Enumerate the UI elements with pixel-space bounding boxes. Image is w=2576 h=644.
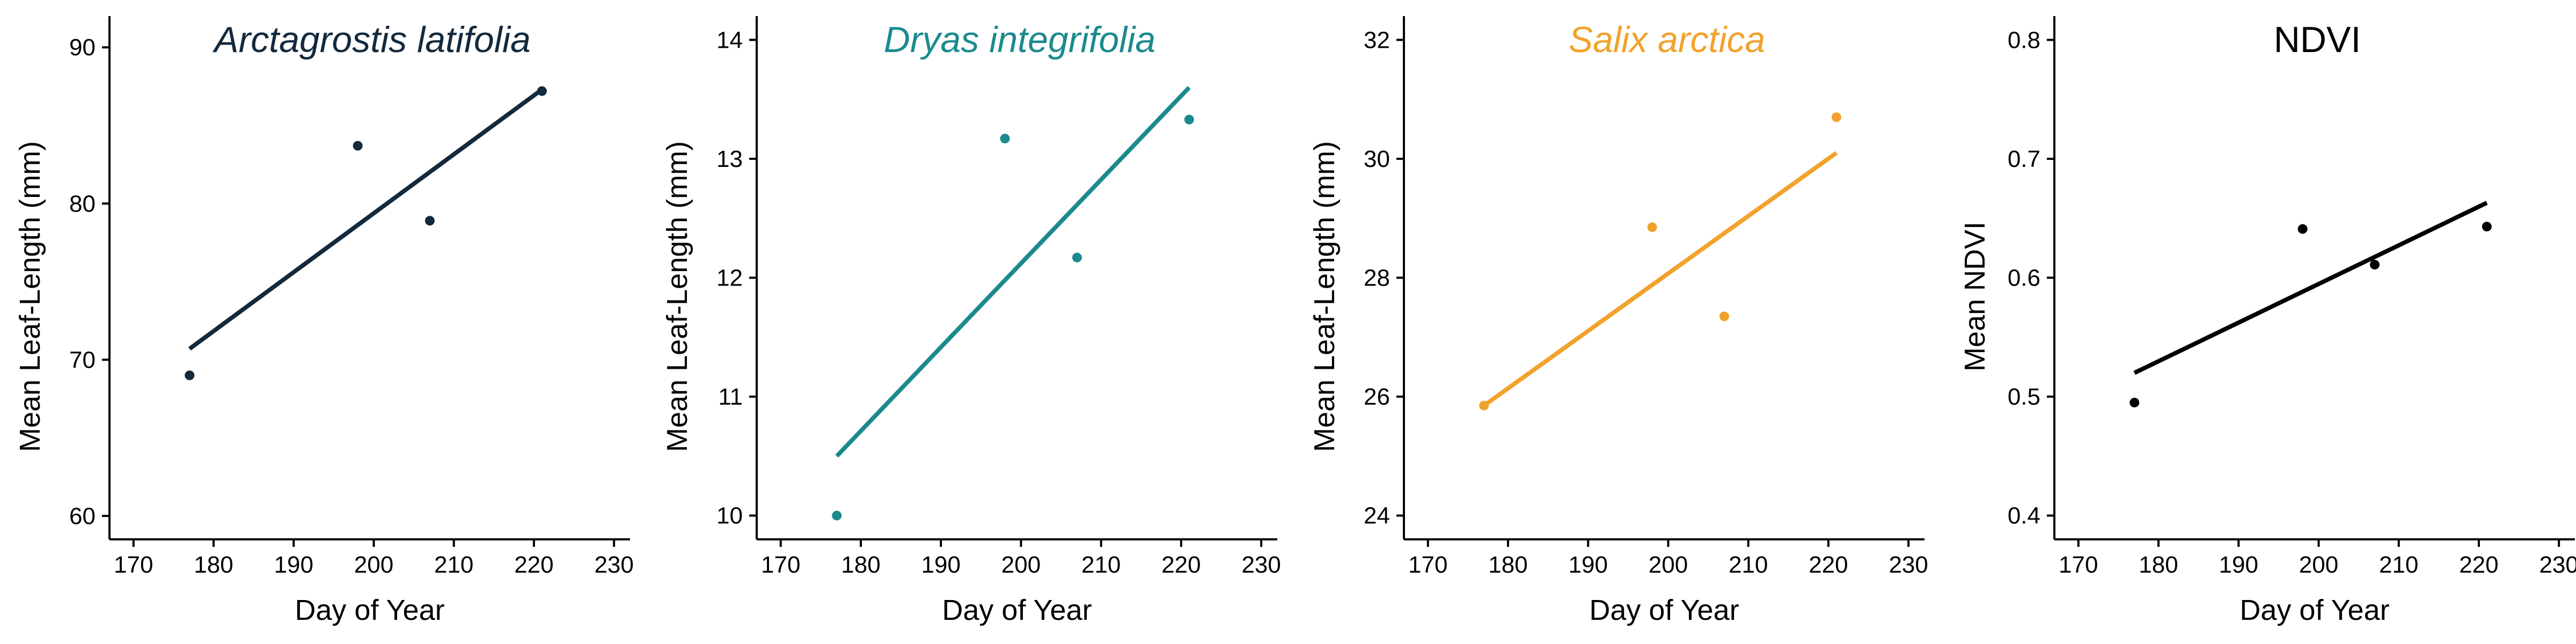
x-tick-label: 230 <box>594 552 633 578</box>
trend-line <box>2133 201 2488 375</box>
x-tick-label: 190 <box>921 552 961 578</box>
x-tick-label: 230 <box>2539 552 2576 578</box>
y-tick-label: 0.8 <box>2008 27 2040 53</box>
x-tick-label: 200 <box>354 552 393 578</box>
y-tick-label: 14 <box>716 27 743 53</box>
data-point <box>1000 134 1010 144</box>
x-tick-label: 200 <box>1001 552 1041 578</box>
x-tick-label: 190 <box>2219 552 2258 578</box>
y-tick-label: 11 <box>718 384 743 410</box>
data-point <box>185 370 195 380</box>
x-tick-label: 210 <box>434 552 473 578</box>
x-tick-label: 220 <box>514 552 553 578</box>
y-tick-label: 60 <box>69 503 96 529</box>
y-tick-label: 0.4 <box>2008 503 2040 529</box>
x-tick-label: 200 <box>2299 552 2338 578</box>
x-axis-label: Day of Year <box>2240 594 2389 626</box>
x-tick-label: 190 <box>274 552 313 578</box>
x-tick-label: 220 <box>1809 552 1848 578</box>
x-tick-label: 180 <box>2139 552 2178 578</box>
data-point <box>1072 252 1082 262</box>
y-tick-label: 24 <box>1364 503 1390 529</box>
x-tick-label: 170 <box>1408 552 1447 578</box>
x-axis-label: Day of Year <box>1589 594 1739 626</box>
chart-title: Dryas integrifolia <box>884 19 1155 60</box>
data-point <box>353 141 363 151</box>
data-point <box>1719 311 1729 321</box>
y-axis-label: Mean Leaf-Length (mm) <box>1308 141 1341 452</box>
x-tick-label: 210 <box>1729 552 1768 578</box>
y-tick-label: 90 <box>69 34 96 61</box>
y-tick-label: 10 <box>716 503 743 529</box>
chart-panel-1: 170 180 190 200 210 220 230 60 70 80 90 Day of Year… <box>14 16 634 626</box>
trend-line <box>835 86 1191 458</box>
y-tick-label: 30 <box>1364 146 1390 172</box>
y-axis-label: Mean NDVI <box>1959 222 1991 371</box>
y-tick-label: 0.7 <box>2008 146 2040 172</box>
y-tick-label: 32 <box>1364 27 1390 53</box>
data-point <box>2129 398 2140 408</box>
chart-title: Arctagrostis latifolia <box>212 19 531 60</box>
chart-title: Salix arctica <box>1569 19 1766 60</box>
y-tick-label: 28 <box>1364 265 1390 291</box>
x-tick-label: 180 <box>841 552 880 578</box>
x-tick-label: 180 <box>1488 552 1527 578</box>
x-tick-label: 210 <box>1081 552 1121 578</box>
x-tick-label: 230 <box>1889 552 1928 578</box>
x-tick-label: 170 <box>2059 552 2098 578</box>
chart-panel-2: 170 180 190 200 210 220 230 10 11 12 13 14 Day of Ye… <box>661 16 1281 626</box>
x-axis-label: Day of Year <box>942 594 1092 626</box>
y-tick-label: 26 <box>1364 384 1390 410</box>
data-point <box>2482 222 2492 232</box>
x-tick-label: 170 <box>114 552 153 578</box>
x-tick-label: 220 <box>2459 552 2498 578</box>
trend-line <box>1482 151 1838 407</box>
x-tick-label: 220 <box>1161 552 1201 578</box>
data-point <box>1831 112 1841 122</box>
x-tick-label: 200 <box>1649 552 1688 578</box>
trend-line <box>188 87 544 351</box>
data-point <box>2297 224 2308 234</box>
y-axis-label: Mean Leaf-Length (mm) <box>661 141 693 452</box>
chart-panel-4: 170 180 190 200 210 220 230 0.4 0.5 0.6 0.7 0.8 Day … <box>1959 16 2576 626</box>
y-tick-label: 12 <box>716 265 743 291</box>
data-point <box>425 216 435 226</box>
chart-title: NDVI <box>2274 19 2361 60</box>
y-tick-label: 0.6 <box>2008 265 2040 291</box>
data-point <box>832 510 842 521</box>
x-tick-label: 190 <box>1569 552 1608 578</box>
data-point <box>1479 400 1489 411</box>
y-tick-label: 0.5 <box>2008 384 2040 410</box>
chart-panel-3: 170 180 190 200 210 220 230 24 26 28 30 32 Day of Ye… <box>1308 16 1928 626</box>
x-tick-label: 170 <box>761 552 800 578</box>
y-tick-label: 13 <box>716 146 743 172</box>
data-point <box>2369 260 2380 270</box>
data-point <box>1184 114 1194 125</box>
x-axis-label: Day of Year <box>295 594 444 626</box>
data-point <box>537 86 547 96</box>
y-axis-label: Mean Leaf-Length (mm) <box>14 141 46 452</box>
data-point <box>1647 222 1657 232</box>
y-tick-label: 70 <box>69 347 96 373</box>
x-tick-label: 230 <box>1241 552 1280 578</box>
x-tick-label: 210 <box>2379 552 2418 578</box>
y-tick-label: 80 <box>69 191 96 217</box>
x-tick-label: 180 <box>194 552 233 578</box>
